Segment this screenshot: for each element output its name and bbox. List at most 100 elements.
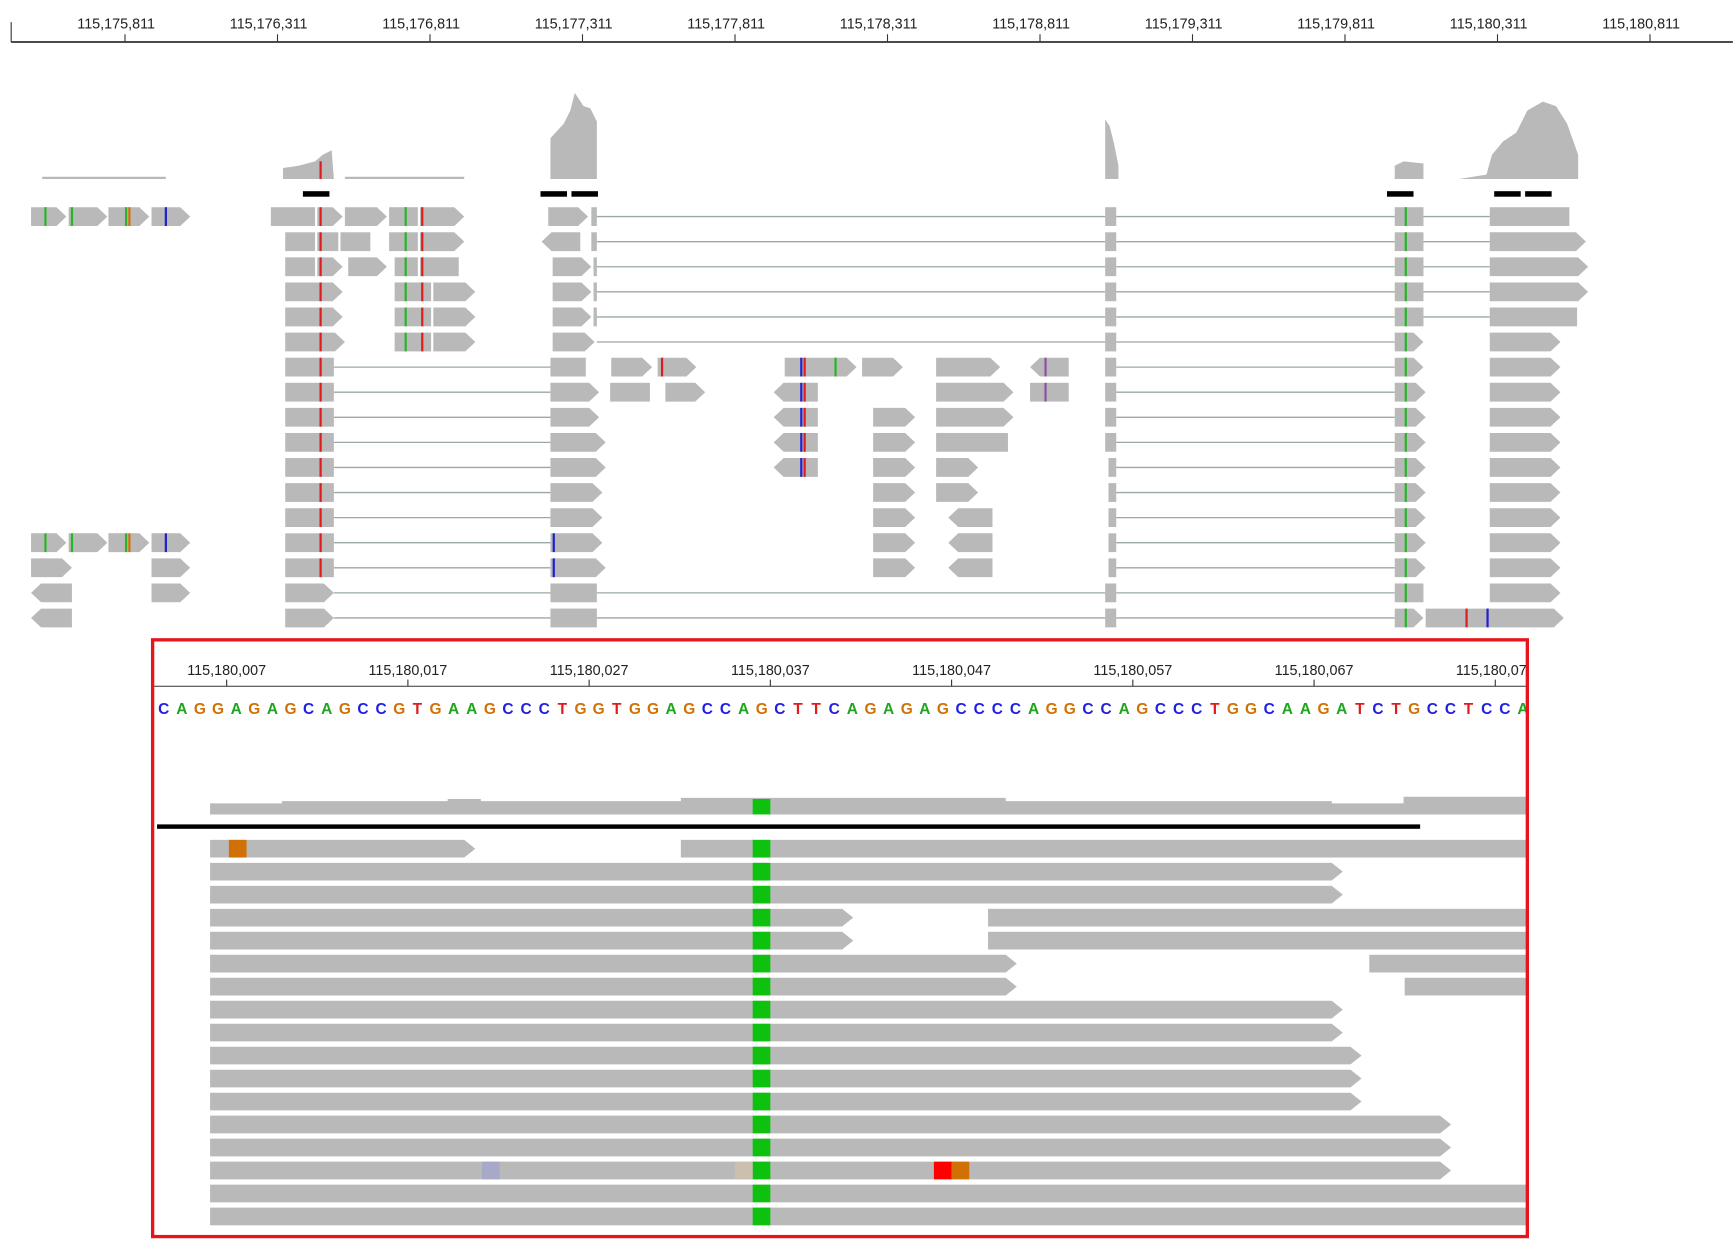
read [344, 207, 387, 226]
coverage-mismatch [752, 798, 771, 815]
ruler-label: 115,175,811 [77, 17, 155, 33]
base: G [1227, 701, 1239, 718]
read [151, 583, 191, 603]
read [1394, 332, 1424, 352]
read [1489, 508, 1561, 528]
read [31, 558, 72, 578]
mismatch [1486, 608, 1489, 628]
read [1489, 357, 1561, 377]
read [593, 257, 597, 277]
mismatch [1404, 483, 1407, 502]
base: T [1464, 701, 1474, 718]
read [1394, 407, 1426, 427]
read [873, 407, 916, 427]
mismatch [752, 1046, 771, 1065]
read [552, 282, 592, 302]
read [773, 458, 818, 477]
mismatch [1404, 458, 1407, 477]
read [1425, 608, 1564, 628]
mismatch [44, 207, 47, 226]
base: G [248, 701, 260, 718]
read [210, 954, 1017, 973]
mismatch [404, 232, 407, 252]
read [1394, 533, 1426, 553]
base: G [901, 701, 913, 718]
mismatch [421, 232, 424, 252]
read [948, 533, 993, 553]
base: G [285, 701, 297, 718]
alignment-overview: 115,175,811 115,176,311 115,176,811 115,177… [31, 17, 1680, 628]
mismatch [1404, 282, 1407, 302]
read [873, 558, 916, 578]
base: C [992, 701, 1003, 718]
mismatch [421, 307, 424, 327]
coverage [344, 176, 465, 180]
base: G [864, 701, 876, 718]
read [550, 533, 603, 553]
read [552, 307, 592, 327]
mismatch [319, 558, 322, 578]
read [1394, 432, 1426, 452]
read [210, 885, 1343, 904]
base: C [376, 701, 387, 718]
mismatch [70, 207, 74, 226]
base: C [1100, 701, 1111, 718]
mismatch [752, 862, 771, 881]
base: G [593, 701, 605, 718]
mismatch [752, 839, 771, 858]
base: A [1336, 701, 1347, 718]
base: C [521, 701, 532, 718]
base: T [413, 701, 423, 718]
read [1489, 382, 1561, 402]
base: T [1355, 701, 1365, 718]
mismatch [734, 1161, 753, 1180]
read [1105, 382, 1117, 402]
mismatch [1404, 407, 1407, 427]
read [552, 257, 592, 277]
ruler-label: 115,179,811 [1297, 17, 1375, 33]
zoom-ruler-label: 115,180,067 [1275, 663, 1354, 679]
read [1030, 382, 1069, 402]
mismatch [319, 332, 322, 352]
ruler-label: 115,179,311 [1145, 17, 1223, 33]
read [285, 483, 334, 502]
coverage [1458, 101, 1579, 180]
mismatch [128, 533, 131, 553]
read [1108, 458, 1117, 477]
mismatch [660, 357, 664, 377]
mismatch [404, 207, 407, 226]
base: A [847, 701, 858, 718]
mismatch [803, 432, 806, 452]
read [420, 232, 465, 252]
base: G [647, 701, 659, 718]
mismatch [128, 207, 131, 226]
base: C [1264, 701, 1275, 718]
read [1369, 954, 1527, 973]
mismatch [319, 357, 322, 377]
read [936, 357, 1001, 377]
read [1108, 533, 1117, 553]
mismatch [552, 558, 555, 578]
mismatch [319, 207, 322, 226]
read [348, 257, 387, 277]
read [68, 533, 108, 553]
read [1489, 533, 1561, 553]
mismatch [319, 407, 322, 427]
read [1489, 307, 1578, 327]
junction-bar [1386, 191, 1414, 197]
mismatch [752, 1115, 771, 1134]
base: C [1499, 701, 1510, 718]
mismatch [800, 458, 803, 477]
read [1489, 207, 1570, 226]
mismatch [1404, 608, 1407, 628]
mismatch [319, 232, 322, 252]
read [1394, 608, 1424, 628]
base: A [267, 701, 278, 718]
base: C [1155, 701, 1166, 718]
base: C [303, 701, 314, 718]
mismatch [800, 357, 803, 377]
read [285, 558, 334, 578]
mismatch [752, 1023, 771, 1042]
mismatch [404, 307, 407, 327]
